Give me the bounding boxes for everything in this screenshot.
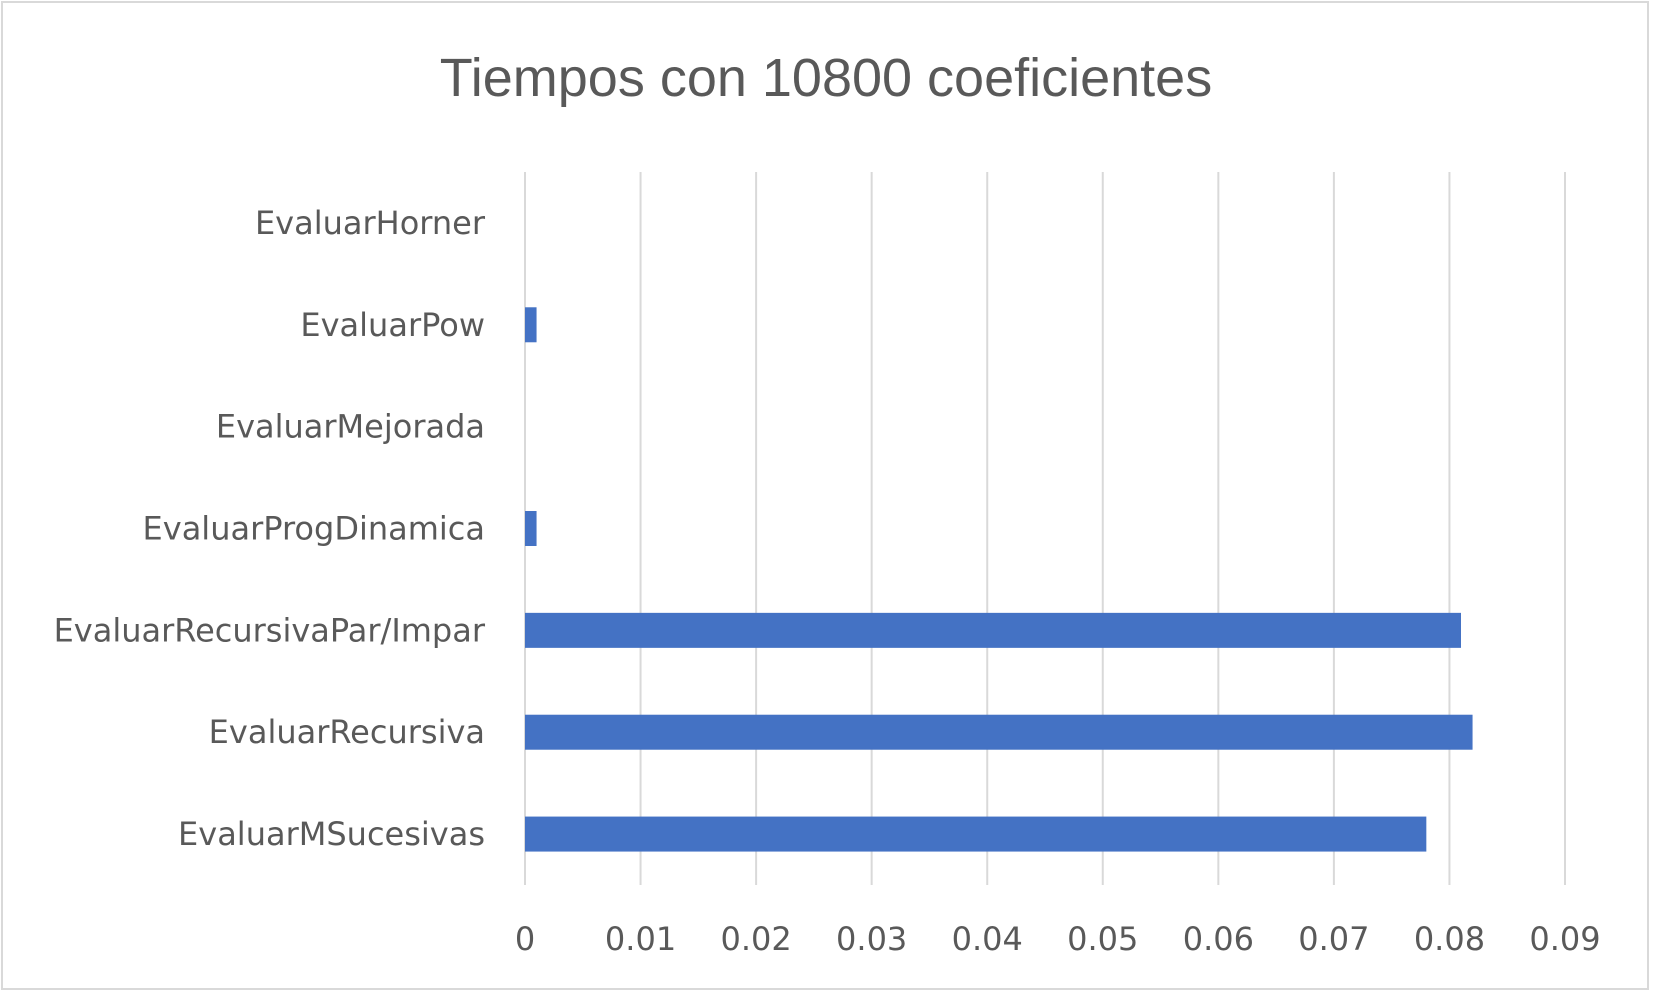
category-label: EvaluarMejorada xyxy=(216,408,485,446)
bars xyxy=(525,307,1473,852)
x-tick-label: 0.05 xyxy=(1067,920,1138,958)
x-tick-label: 0.02 xyxy=(720,920,791,958)
bar xyxy=(525,816,1427,852)
x-tick-label: 0.06 xyxy=(1183,920,1254,958)
category-label: EvaluarProgDinamica xyxy=(143,510,485,548)
category-label: EvaluarMSucesivas xyxy=(178,815,485,853)
x-tick-label: 0.01 xyxy=(605,920,676,958)
x-tick-label: 0.07 xyxy=(1298,920,1369,958)
category-label: EvaluarPow xyxy=(300,306,485,344)
x-tick-label: 0.09 xyxy=(1529,920,1600,958)
category-labels: EvaluarHorner EvaluarPow EvaluarMejorada Ev… xyxy=(54,204,486,853)
x-tick-labels: 0 0.01 0.02 0.03 0.04 0.05 0.06 0.07 0.08 0.09 xyxy=(515,920,1601,958)
x-tick-label: 0.08 xyxy=(1414,920,1485,958)
bar xyxy=(525,714,1473,750)
bar xyxy=(525,612,1461,648)
x-tick-label: 0.03 xyxy=(836,920,907,958)
chart-title: Tiempos con 10800 coeficientes xyxy=(440,48,1212,108)
category-label: EvaluarRecursivaPar/Impar xyxy=(54,611,486,649)
gridlines xyxy=(524,172,1566,885)
bar xyxy=(525,511,537,546)
category-label: EvaluarHorner xyxy=(255,204,486,242)
category-label: EvaluarRecursiva xyxy=(209,713,485,751)
x-tick-label: 0 xyxy=(515,920,535,958)
x-tick-label: 0.04 xyxy=(952,920,1023,958)
bar xyxy=(525,307,537,343)
